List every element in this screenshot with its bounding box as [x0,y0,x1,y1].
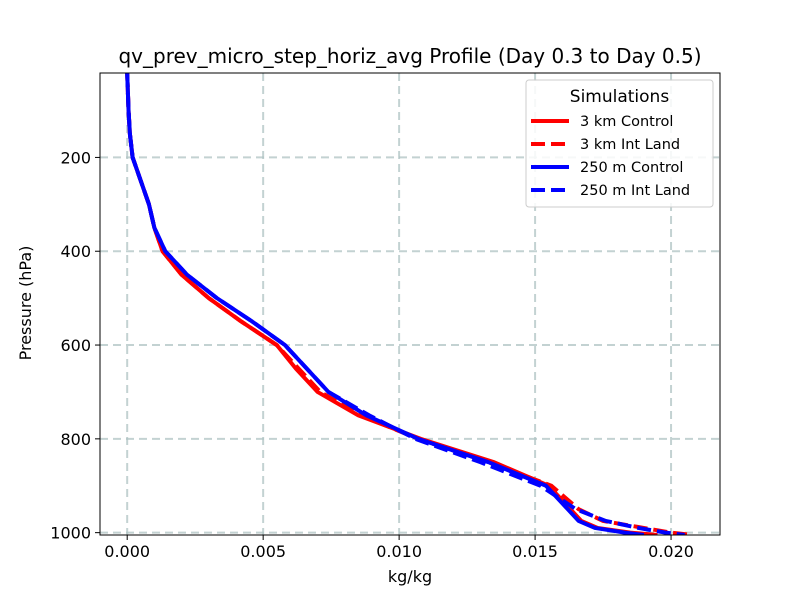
legend-label: 250 m Int Land [580,183,690,199]
chart-title: qv_prev_micro_step_horiz_avg Profile (Da… [118,44,701,68]
y-tick-label: 1000 [50,524,91,543]
x-axis-label: kg/kg [388,567,432,586]
axes-frame [99,72,721,536]
y-tick-label: 400 [60,242,91,261]
y-tick-label: 200 [60,148,91,167]
x-tick-label: 0.010 [376,542,422,561]
series-line-250-m-int-land [125,73,685,535]
legend-label: 250 m Control [580,160,683,176]
y-tick-label: 600 [60,336,91,355]
legend-label: 3 km Int Land [580,137,680,153]
legend-title: Simulations [570,87,670,107]
x-tick-label: 0.020 [648,542,694,561]
legend-box [525,79,714,208]
legend-label: 3 km Control [580,114,673,130]
x-tick-label: 0.000 [104,542,150,561]
plot-area: 0.000 0.005 0.010 0.015 0.020 200 400 600 800 100… [50,72,721,561]
y-axis-label: Pressure (hPa) [16,246,35,361]
x-tick-label: 0.015 [512,542,558,561]
x-tick-label: 0.005 [240,542,286,561]
y-tick-label: 800 [60,430,91,449]
